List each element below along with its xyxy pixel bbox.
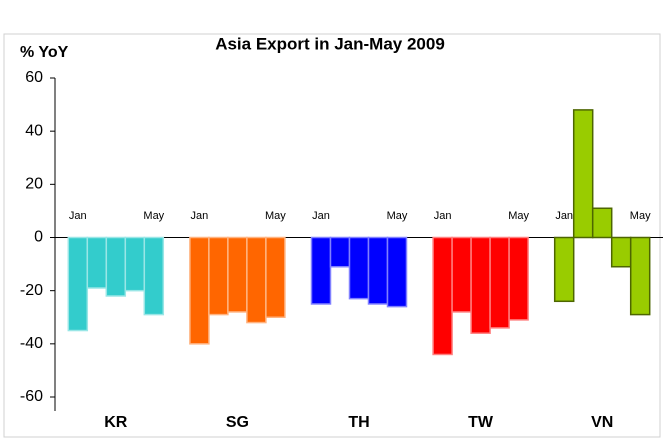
chart-title: Asia Export in Jan-May 2009: [215, 34, 445, 53]
month-label: May: [143, 210, 164, 222]
month-label: May: [630, 210, 651, 222]
chart-frame: [3, 33, 661, 438]
bar: [591, 207, 613, 239]
bar: [143, 236, 165, 316]
bar: [508, 236, 529, 321]
month-label: Jan: [69, 210, 87, 222]
y-tick-label: -60: [20, 388, 43, 405]
y-tick-label: -40: [20, 335, 43, 352]
bar: [86, 236, 108, 289]
y-tick-label: 20: [25, 176, 43, 193]
bar: [432, 236, 453, 356]
y-tick-label: 0: [34, 229, 43, 246]
bar: [348, 236, 370, 300]
bar: [610, 236, 632, 268]
month-label: Jan: [312, 210, 330, 222]
y-tick-label: 40: [25, 122, 43, 139]
bar: [386, 236, 408, 308]
bar: [105, 236, 127, 297]
bar: [367, 236, 389, 305]
category-label: TW: [468, 414, 494, 431]
y-tick-label: -20: [20, 282, 43, 299]
y-tick-label: 60: [25, 69, 43, 86]
month-label: Jan: [434, 210, 452, 222]
category-label: VN: [591, 414, 613, 431]
bar: [451, 236, 472, 313]
month-label: Jan: [555, 210, 573, 222]
bar: [67, 236, 89, 332]
bar: [124, 236, 146, 292]
bar: [553, 236, 575, 303]
bar: [629, 236, 651, 316]
bar: [246, 236, 267, 324]
category-label: TH: [348, 414, 369, 431]
bar: [572, 109, 594, 239]
bar: [208, 236, 229, 316]
bar: [329, 236, 351, 268]
bar: [227, 236, 248, 313]
category-label: SG: [226, 414, 249, 431]
category-label: KR: [104, 414, 128, 431]
bar: [265, 236, 286, 318]
bar: [189, 236, 210, 345]
month-label: Jan: [191, 210, 209, 222]
bar: [489, 236, 510, 329]
bar: [310, 236, 332, 305]
y-axis-label: % YoY: [20, 44, 69, 61]
bar: [470, 236, 491, 334]
month-label: May: [508, 210, 529, 222]
month-label: May: [387, 210, 408, 222]
month-label: May: [265, 210, 286, 222]
